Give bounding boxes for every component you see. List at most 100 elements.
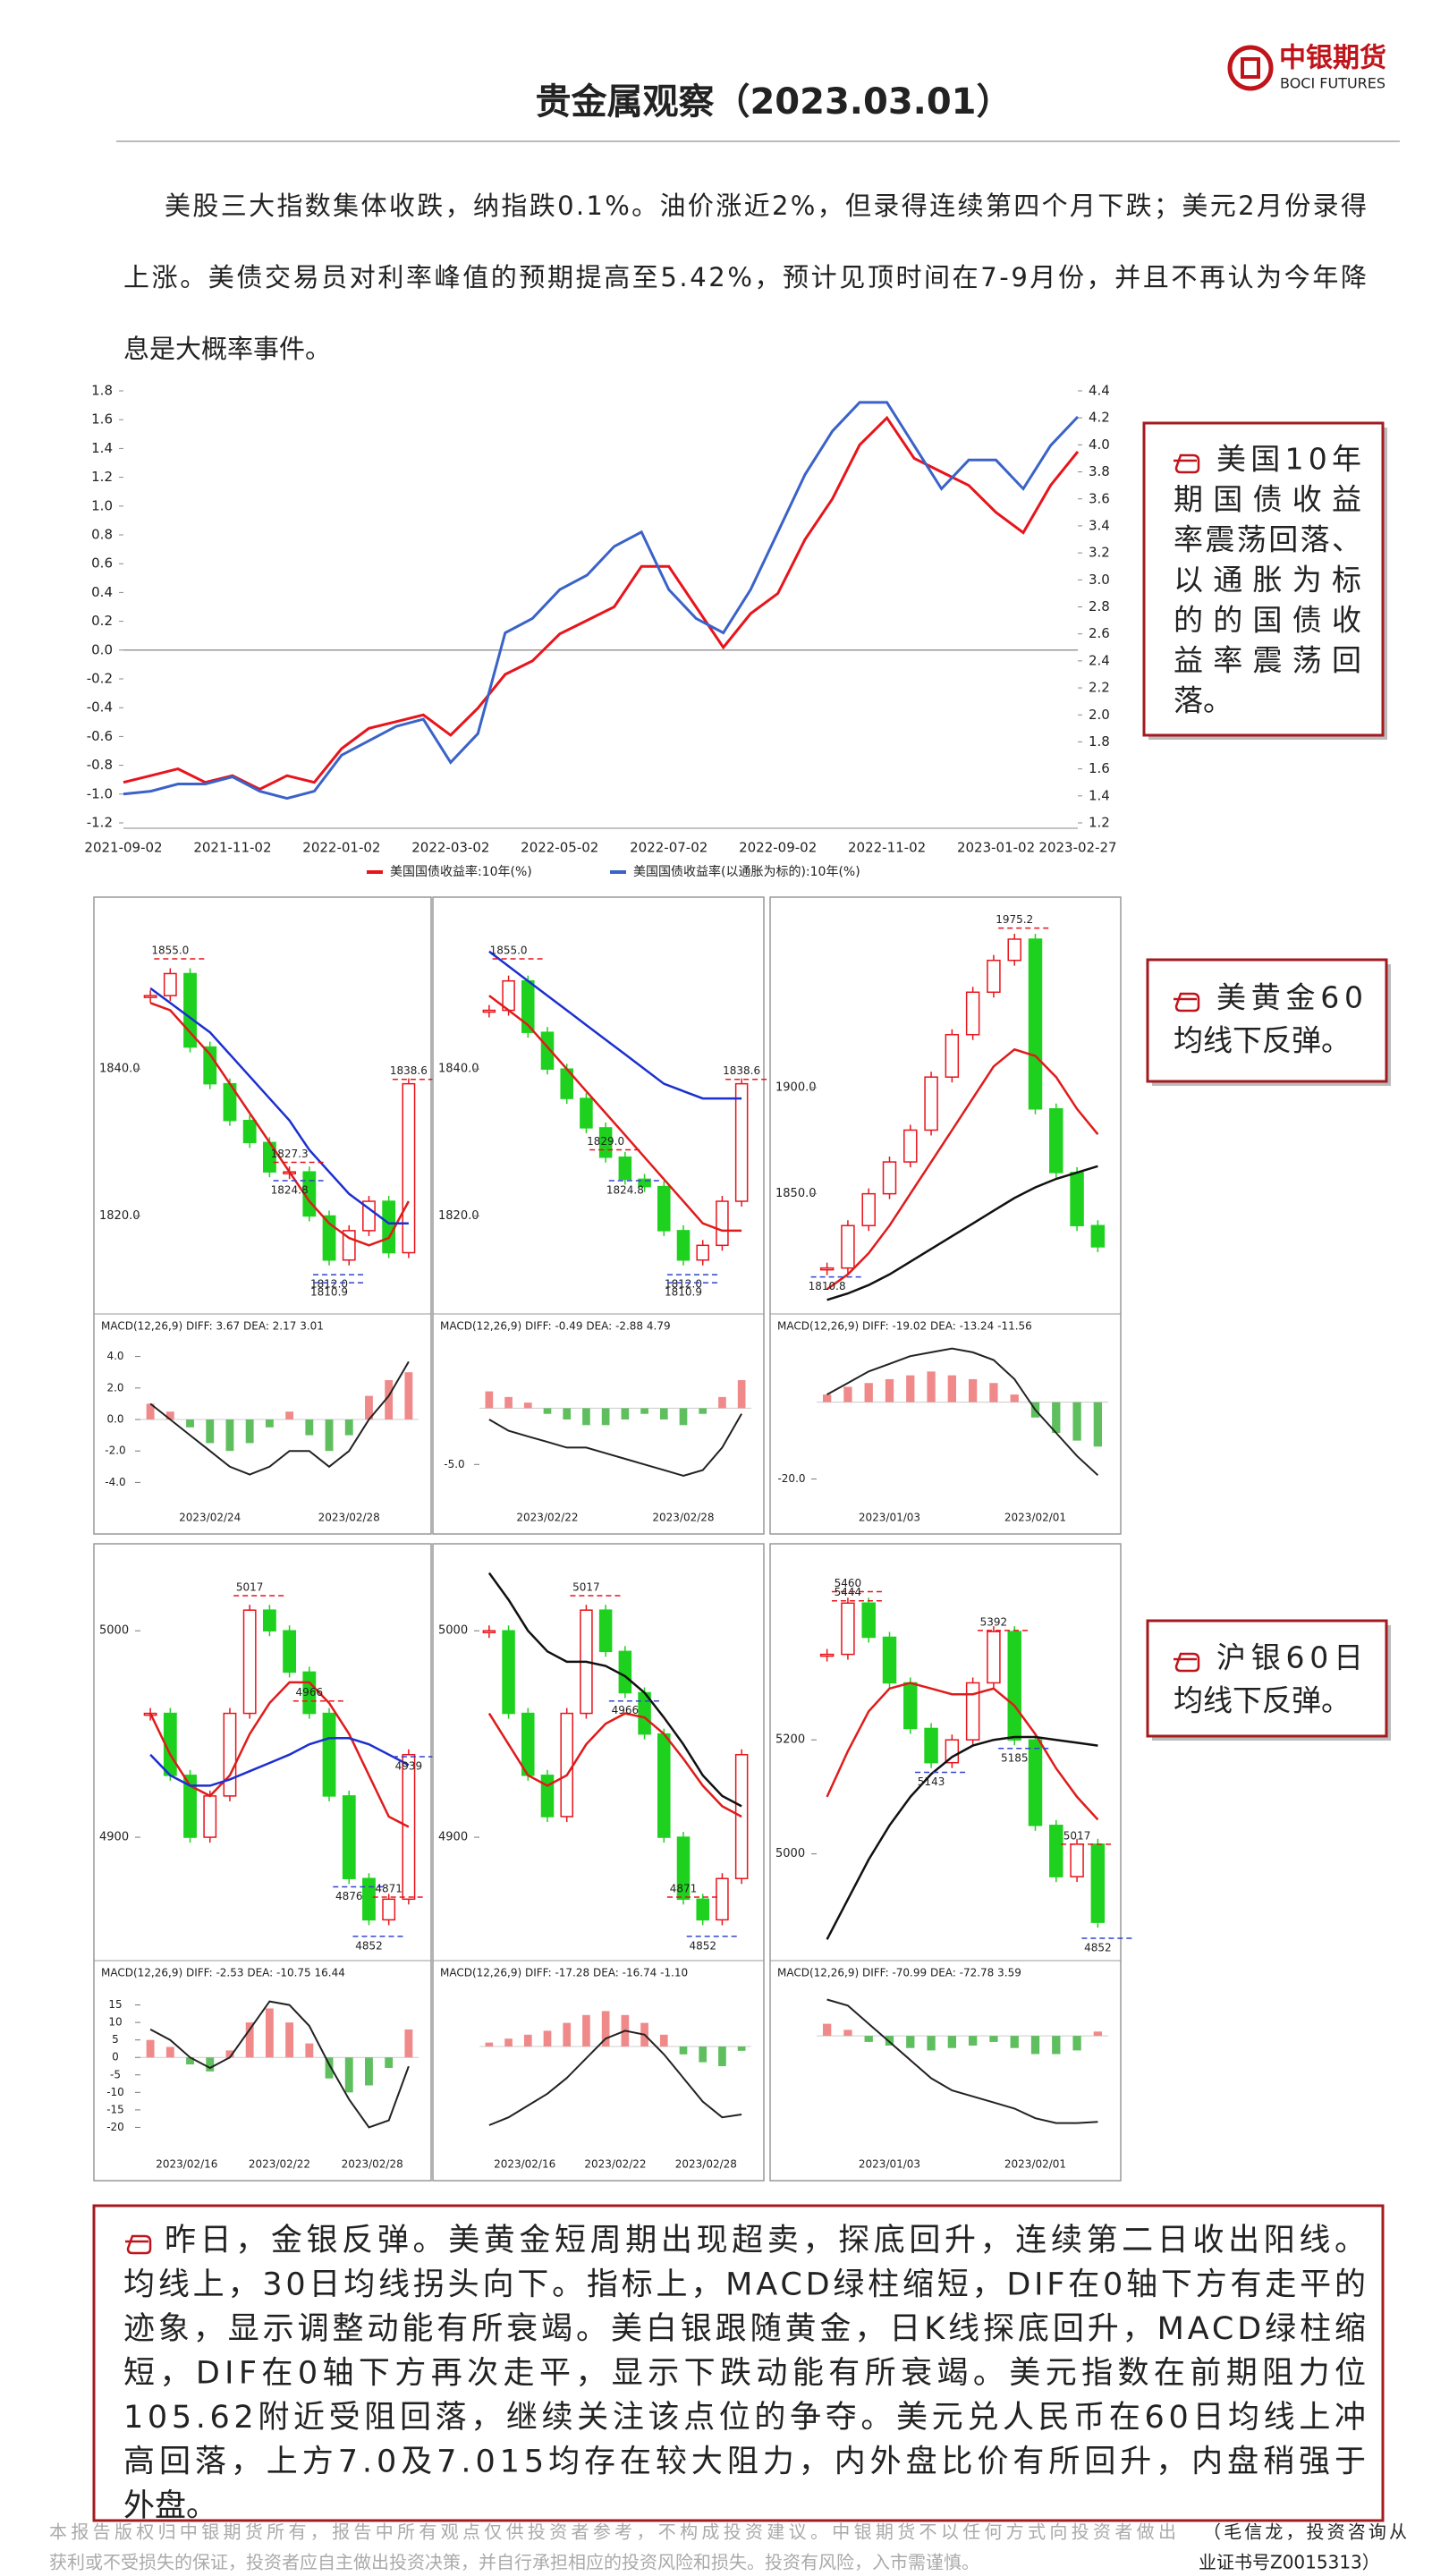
price-tick-label: 1820.0 bbox=[438, 1209, 479, 1223]
candle bbox=[143, 995, 157, 998]
panel-frame bbox=[769, 896, 1122, 1535]
callout-line: 的的国债收 bbox=[1174, 603, 1361, 638]
macd-bar bbox=[543, 1408, 552, 1414]
legend-label: 美国国债收益率:10年(%) bbox=[390, 864, 532, 879]
candle bbox=[819, 1267, 835, 1271]
macd-bar bbox=[1093, 2031, 1103, 2037]
annotation-label: 4871 bbox=[670, 1882, 698, 1894]
summary-line: 高回落，上方7.0及7.015均存在较大阻力，内外盘比价有所回升，内盘稍强于 bbox=[123, 2445, 1366, 2480]
macd-bar bbox=[305, 2043, 314, 2058]
moving-average bbox=[826, 1047, 1099, 1291]
y-tick-label: -0.2 bbox=[87, 671, 113, 687]
callout-line: 落。 bbox=[1174, 683, 1233, 718]
macd-bar bbox=[523, 2034, 532, 2046]
logo-en: BOCI FUTURES bbox=[1280, 75, 1385, 92]
x-tick-label: 2023-01-02 bbox=[957, 840, 1035, 856]
moving-average bbox=[487, 1712, 742, 1818]
x-tick-label: 2022-01-02 bbox=[302, 840, 380, 856]
macd-tick-label: -4.0 bbox=[105, 1476, 125, 1488]
macd-bar bbox=[245, 1419, 254, 1444]
candle bbox=[402, 1082, 416, 1254]
price-tick-label: 5000 bbox=[99, 1624, 129, 1638]
hand-icon bbox=[1174, 1652, 1200, 1673]
macd-bar bbox=[206, 2057, 215, 2072]
annotation-label: 5185 bbox=[1001, 1751, 1029, 1764]
moving-average bbox=[826, 1735, 1098, 1940]
macd-bar bbox=[385, 1380, 394, 1419]
macd-bar bbox=[1052, 2036, 1061, 2055]
price-tick-label: 5200 bbox=[775, 1733, 805, 1747]
macd-header: MACD(12,26,9) DIFF: 3.67 DEA: 2.17 3.01 bbox=[101, 1320, 324, 1333]
macd-bar bbox=[582, 2014, 590, 2046]
annotation-label: 4966 bbox=[296, 1686, 324, 1699]
y2-tick-label: 1.2 bbox=[1089, 815, 1110, 831]
y2-tick-label: 1.8 bbox=[1089, 733, 1110, 750]
macd-bar bbox=[843, 1386, 852, 1402]
candle bbox=[242, 1119, 257, 1144]
panel-frame bbox=[432, 896, 765, 1535]
y-tick-label: 0.2 bbox=[91, 613, 113, 629]
macd-bar bbox=[947, 1375, 957, 1402]
candle bbox=[861, 1602, 876, 1639]
annotation-label: 4852 bbox=[689, 1939, 716, 1952]
legend-label: 美国国债收益率(以通胀为标的):10年(%) bbox=[633, 864, 860, 879]
macd-bar bbox=[699, 1408, 708, 1414]
annotation-label: 1824.8 bbox=[606, 1184, 644, 1197]
date-label: 2023/02/01 bbox=[1004, 1512, 1066, 1524]
candle bbox=[580, 1097, 593, 1129]
macd-bar bbox=[822, 2023, 832, 2037]
macd-bar bbox=[927, 1371, 936, 1402]
panel-frame bbox=[93, 896, 432, 1535]
moving-average bbox=[149, 987, 409, 1224]
price-tick-label: 1840.0 bbox=[438, 1063, 479, 1076]
macd-bar bbox=[225, 1419, 234, 1452]
candle bbox=[242, 1609, 257, 1715]
moving-average bbox=[149, 1002, 410, 1247]
annotation-label: 1855.0 bbox=[490, 945, 528, 957]
macd-tick-label: 4.0 bbox=[106, 1350, 123, 1362]
macd-tick-label: 0 bbox=[112, 2051, 119, 2063]
macd-bar bbox=[404, 2029, 413, 2058]
macd-bar bbox=[504, 2038, 513, 2046]
macd-tick-label: -15 bbox=[106, 2103, 124, 2115]
macd-bar bbox=[305, 1419, 314, 1436]
candle bbox=[362, 1877, 376, 1921]
y-tick-label: -0.8 bbox=[87, 757, 113, 773]
candle bbox=[841, 1602, 855, 1656]
macd-bar bbox=[225, 2050, 234, 2058]
candle bbox=[183, 1775, 197, 1838]
candle bbox=[598, 1609, 613, 1653]
candle bbox=[676, 1230, 691, 1261]
callout-box bbox=[1146, 1619, 1388, 1738]
y-tick-label: 1.2 bbox=[91, 469, 113, 485]
logo-mark bbox=[1227, 45, 1274, 91]
annotation-label: 1975.2 bbox=[996, 913, 1033, 926]
summary-line: 短，DIF在0轴下方再次走平，显示下跌动能有所衰竭。美元指数在前期阻力位 bbox=[123, 2356, 1366, 2392]
candle bbox=[1070, 1843, 1084, 1877]
candle bbox=[903, 1682, 918, 1730]
macd-bar bbox=[206, 1419, 215, 1444]
macd-bar bbox=[186, 2057, 194, 2065]
date-label: 2023/02/01 bbox=[1004, 2158, 1066, 2171]
candle bbox=[482, 1009, 496, 1013]
intro-line: 美股三大指数集体收跌，纳指跌0.1%。油价涨近2%，但录得连续第四个月下跌；美元… bbox=[165, 191, 1367, 221]
candle bbox=[882, 1161, 897, 1195]
price-tick-label: 1820.0 bbox=[99, 1209, 140, 1223]
macd-tick-label: 2.0 bbox=[106, 1381, 123, 1394]
macd-bar bbox=[737, 1380, 746, 1409]
y-tick-label: 1.6 bbox=[91, 411, 113, 428]
x-tick-label: 2022-11-02 bbox=[848, 840, 926, 856]
callout-line: 期国债收益 bbox=[1174, 482, 1361, 517]
candle bbox=[1028, 938, 1043, 1110]
annotation-label: 1810.9 bbox=[310, 1286, 348, 1299]
candle bbox=[965, 1682, 980, 1741]
macd-bar bbox=[906, 1375, 915, 1402]
macd-bar bbox=[563, 1408, 572, 1419]
macd-bar bbox=[344, 2057, 353, 2093]
x-tick-label: 2022-07-02 bbox=[630, 840, 708, 856]
dif-line bbox=[826, 1998, 1098, 2124]
y2-tick-label: 2.4 bbox=[1089, 652, 1110, 668]
annotation-label: 5460 bbox=[835, 1577, 862, 1589]
macd-bar bbox=[1052, 1402, 1061, 1434]
macd-bar bbox=[344, 1419, 353, 1436]
